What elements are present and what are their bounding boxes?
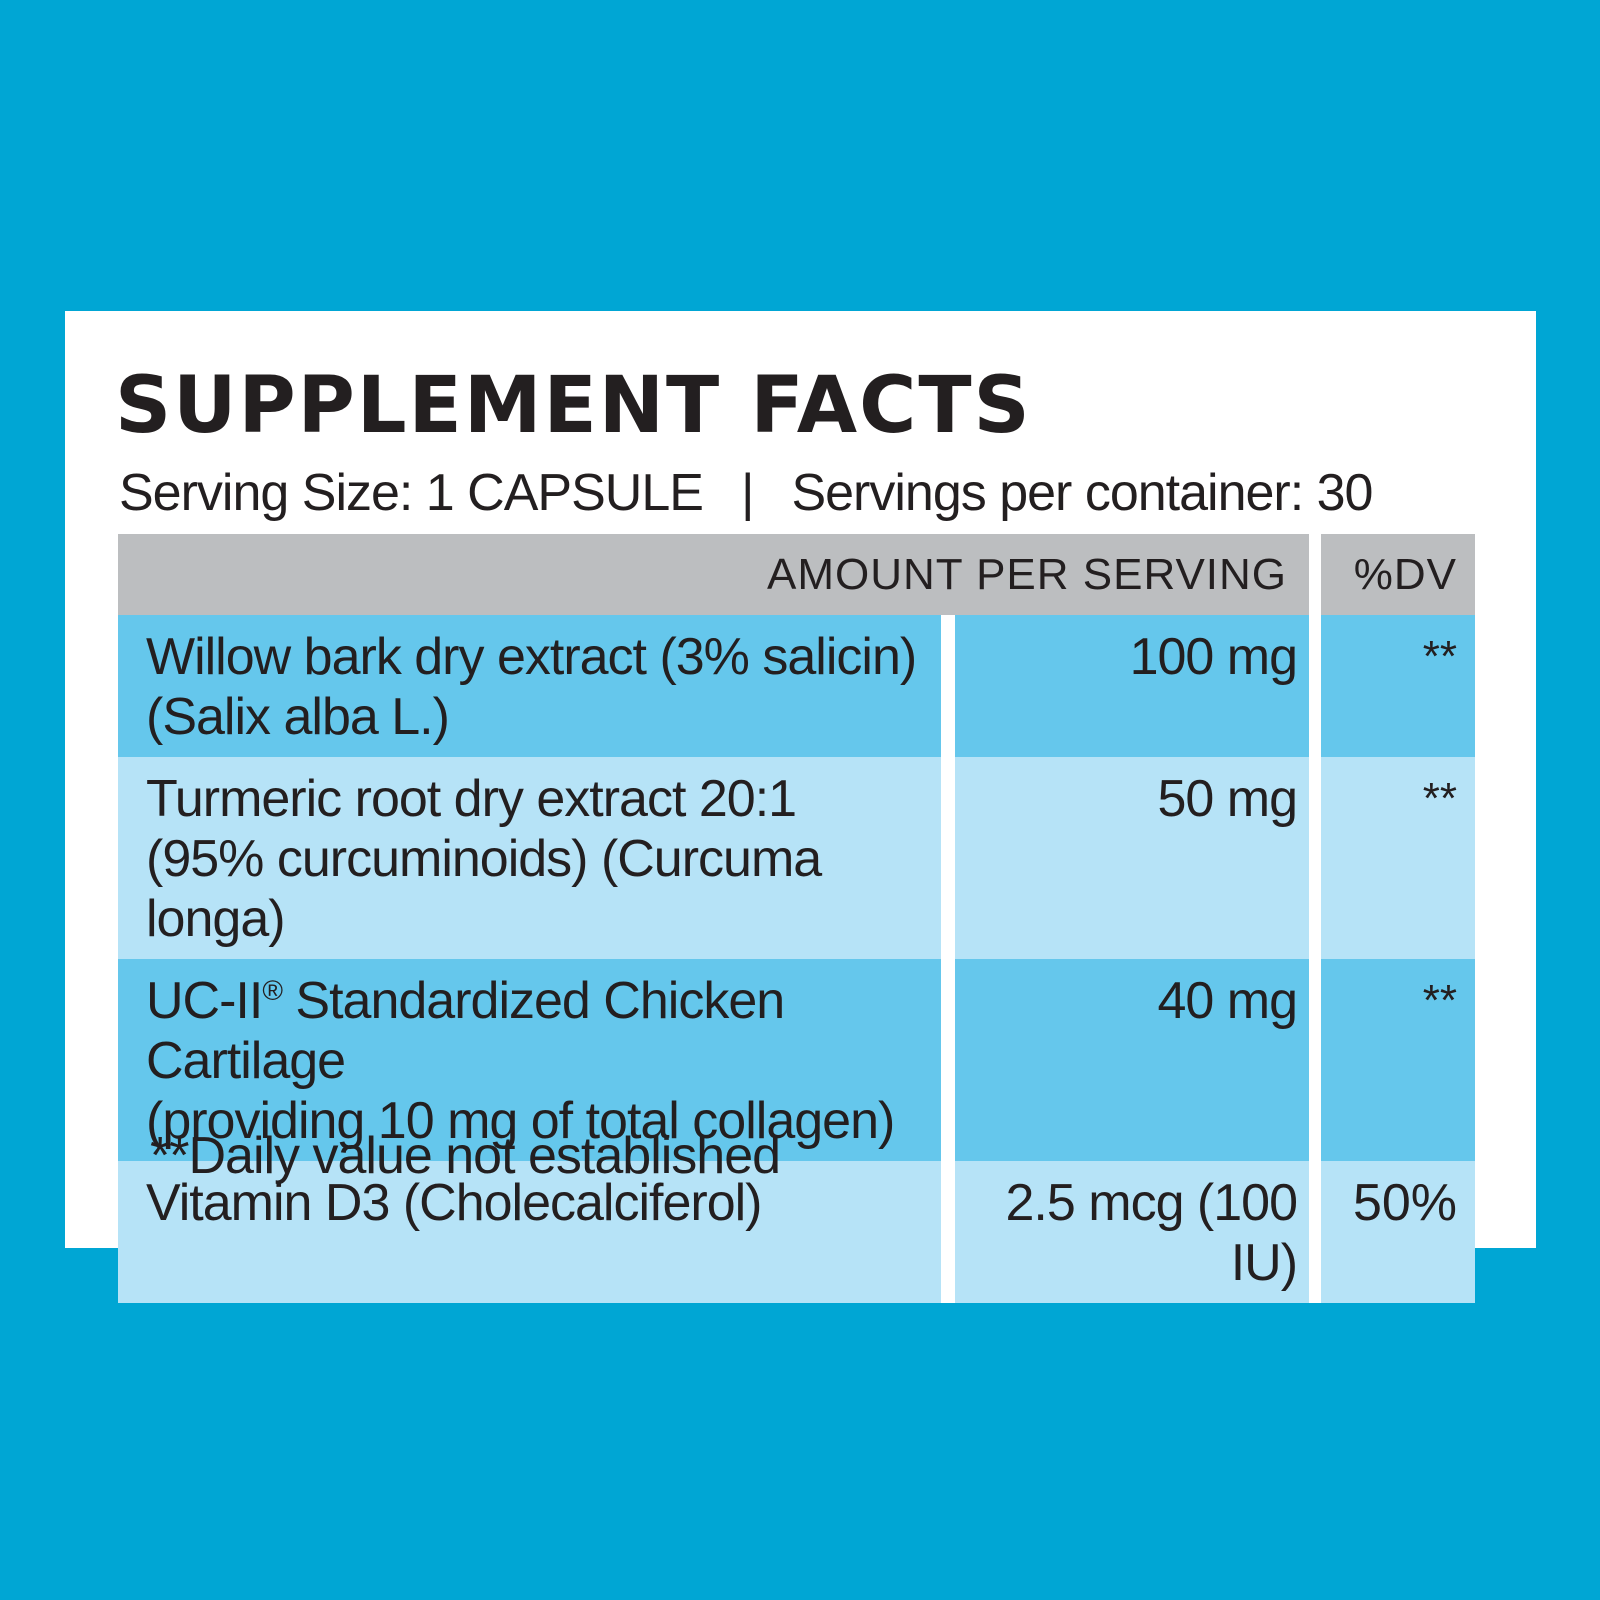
ingredient-line: (Salix alba L.) (146, 688, 450, 746)
table-row: Willow bark dry extract (3% salicin) (Sa… (118, 615, 1476, 757)
column-gap (941, 615, 955, 757)
supplement-facts-panel: SUPPLEMENT FACTS Serving Size: 1 CAPSULE… (65, 311, 1536, 1303)
facts-table: AMOUNT PER SERVING %DV Willow bark dry e… (118, 534, 1476, 1303)
serving-separator: | (740, 464, 754, 522)
ingredient-name: Turmeric root dry extract 20:1 (95% curc… (118, 757, 941, 959)
ingredient-name: Vitamin D3 (Cholecalciferol) (118, 1161, 941, 1303)
ingredient-name: UC-II® Standardized Chicken Cartilage (p… (118, 959, 941, 1161)
ingredient-dv: ** (1321, 959, 1476, 1161)
ingredient-line: Vitamin D3 (Cholecalciferol) (146, 1174, 763, 1232)
ingredient-amount: 2.5 mcg (100 IU) (955, 1161, 1310, 1303)
header-gap (1309, 534, 1322, 615)
ingredient-amount: 50 mg (955, 757, 1310, 959)
ingredient-brand: UC-II (146, 972, 263, 1030)
column-gap (1309, 959, 1322, 1161)
column-gap (1309, 615, 1322, 757)
header-amount-per-serving: AMOUNT PER SERVING (118, 534, 1310, 615)
ingredient-line: Turmeric root dry extract 20:1 (146, 770, 797, 828)
table-header-row: AMOUNT PER SERVING %DV (118, 534, 1476, 615)
ingredient-line: (providing 10 mg of total collagen) (146, 1092, 895, 1150)
table-row: Turmeric root dry extract 20:1 (95% curc… (118, 757, 1476, 959)
ingredient-amount: 40 mg (955, 959, 1310, 1161)
column-gap (1309, 757, 1322, 959)
panel-title: SUPPLEMENT FACTS (115, 361, 1032, 451)
table-row: UC-II® Standardized Chicken Cartilage (p… (118, 959, 1476, 1161)
ingredient-dv: 50% (1321, 1161, 1476, 1303)
ingredient-name: Willow bark dry extract (3% salicin) (Sa… (118, 615, 941, 757)
ingredient-line: Willow bark dry extract (3% salicin) (146, 628, 917, 686)
column-gap (941, 959, 955, 1161)
ingredient-description: Standardized Chicken Cartilage (146, 972, 785, 1090)
servings-per-container: Servings per container: 30 (791, 464, 1373, 522)
ingredient-line: UC-II® Standardized Chicken Cartilage (146, 971, 941, 1091)
column-gap (941, 1161, 955, 1303)
serving-size: Serving Size: 1 CAPSULE (119, 464, 704, 522)
ingredient-dv: ** (1321, 757, 1476, 959)
table-row: Vitamin D3 (Cholecalciferol) 2.5 mcg (10… (118, 1161, 1476, 1303)
registered-mark: ® (262, 975, 283, 1006)
ingredient-dv: ** (1321, 615, 1476, 757)
ingredient-line: (95% curcuminoids) (Curcuma longa) (146, 830, 822, 948)
footnote: **Daily value not established (150, 1127, 781, 1185)
column-gap (941, 757, 955, 959)
ingredient-amount: 100 mg (955, 615, 1310, 757)
header-dv: %DV (1321, 534, 1476, 615)
serving-info: Serving Size: 1 CAPSULE | Servings per con… (119, 463, 1373, 523)
column-gap (1309, 1161, 1322, 1303)
